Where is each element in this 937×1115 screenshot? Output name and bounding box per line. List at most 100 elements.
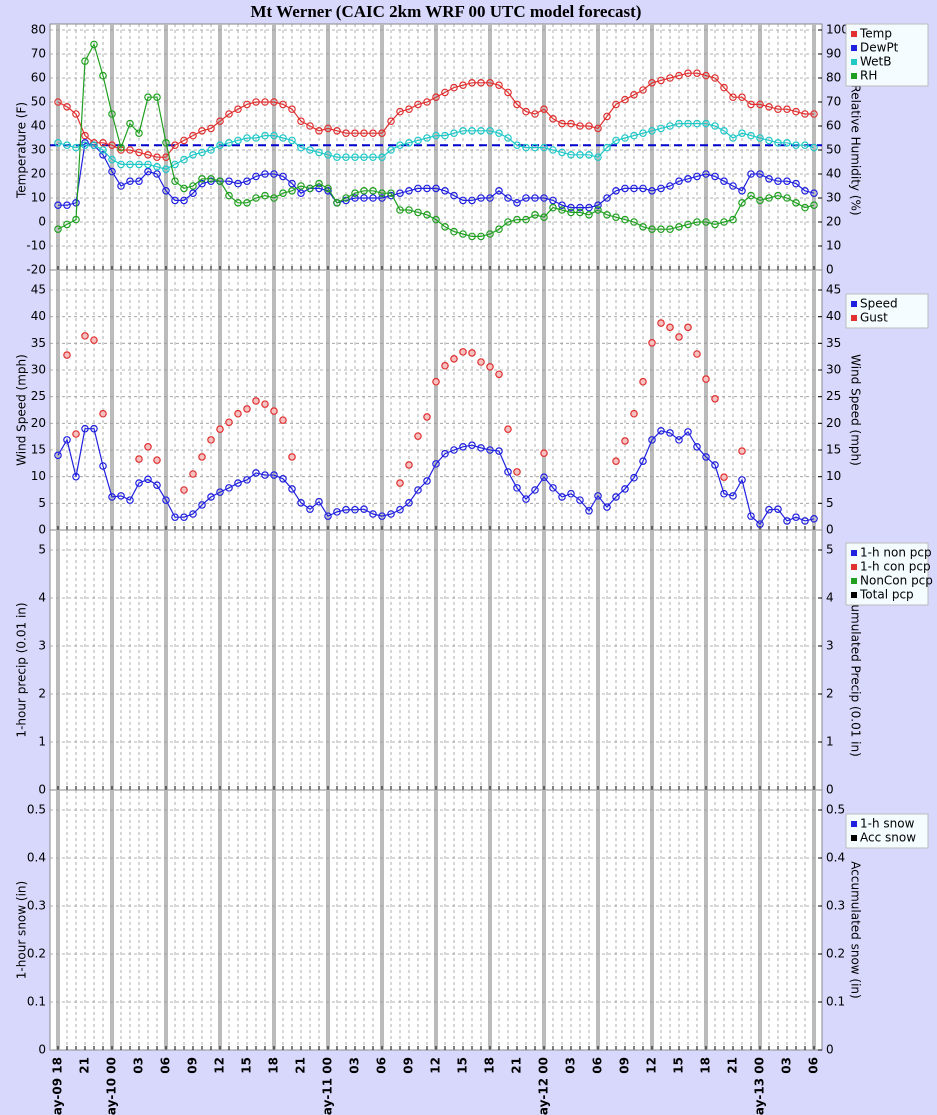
data-point [405, 105, 413, 114]
data-point [297, 143, 305, 152]
x-tick-label: 15 [240, 1057, 254, 1074]
legend-label: WetB [860, 55, 891, 69]
y-tick-label: 0 [38, 1043, 46, 1057]
data-point [144, 442, 152, 451]
data-point [603, 211, 611, 219]
data-point [72, 215, 80, 224]
data-point [369, 187, 377, 195]
y-tick-label: 2 [38, 687, 46, 701]
legend-swatch [851, 45, 857, 51]
x-tick-label: 21 [726, 1057, 740, 1074]
data-point [198, 127, 206, 135]
data-point [387, 146, 395, 154]
data-point [774, 105, 782, 114]
data-point [279, 134, 287, 142]
y2-tick-label: 30 [826, 363, 841, 377]
data-point [801, 203, 809, 212]
data-point [450, 129, 458, 138]
data-point [180, 513, 188, 522]
data-point [630, 218, 638, 226]
data-point [765, 175, 773, 183]
data-point [720, 218, 728, 226]
data-point [324, 124, 332, 133]
data-point [639, 377, 647, 386]
data-point [486, 446, 494, 454]
y-tick-label: 0.1 [27, 995, 46, 1009]
data-point [567, 119, 575, 128]
data-point [54, 201, 62, 210]
data-point [594, 153, 602, 162]
data-point [810, 201, 818, 210]
data-point [405, 187, 413, 195]
data-point [738, 199, 746, 207]
data-point [531, 143, 539, 152]
y2-tick-label: 60 [826, 119, 841, 133]
x-tick-label: 18 [699, 1057, 713, 1074]
data-point [144, 151, 152, 159]
y-tick-label: 40 [31, 119, 46, 133]
data-point [459, 348, 467, 356]
data-point [765, 103, 773, 111]
y2-tick-label: 1 [826, 735, 834, 749]
legend-label: 1-h con pcp [860, 560, 931, 574]
data-point [171, 141, 179, 150]
y-tick-label: 5 [38, 496, 46, 510]
x-tick-label: 09 [186, 1057, 200, 1074]
y-tick-label: 50 [31, 95, 46, 109]
y2-tick-label: 0.5 [826, 803, 845, 817]
x-tick-label: 06 [159, 1057, 173, 1074]
data-point [387, 191, 395, 200]
data-point [621, 134, 629, 142]
data-point [522, 194, 530, 202]
data-point [387, 117, 395, 126]
data-point [99, 71, 107, 80]
data-point [702, 218, 710, 226]
data-point [567, 151, 575, 159]
data-point [432, 93, 440, 102]
data-point [234, 479, 242, 487]
data-point [378, 194, 386, 202]
data-point [486, 79, 494, 87]
data-point [720, 127, 728, 135]
x-tick-label: 03 [564, 1057, 578, 1074]
y2-tick-label: 3 [826, 639, 834, 653]
data-point [783, 177, 791, 186]
data-point [117, 182, 125, 190]
data-point [567, 208, 575, 217]
data-point [684, 428, 692, 436]
data-point [63, 103, 71, 111]
data-point [207, 146, 215, 154]
data-point [729, 182, 737, 190]
data-point [360, 187, 368, 195]
data-point [765, 194, 773, 202]
y2-tick-label: 15 [826, 443, 841, 457]
data-point [279, 172, 287, 181]
y2-tick-label: 80 [826, 71, 841, 85]
data-point [495, 225, 503, 234]
data-point [252, 194, 260, 202]
legend-label: Temp [859, 27, 892, 41]
data-point [738, 93, 746, 102]
data-point [423, 98, 431, 106]
data-point [108, 167, 116, 176]
data-point [792, 513, 800, 522]
data-point [513, 100, 521, 109]
y-tick-label: 0 [38, 783, 46, 797]
y2-tick-label: 4 [826, 591, 834, 605]
data-point [324, 184, 332, 193]
x-tick-label: 12 [213, 1057, 227, 1074]
data-point [135, 177, 143, 186]
x-tick-label: May-11 00 [321, 1057, 335, 1115]
data-point [297, 189, 305, 198]
data-point [567, 203, 575, 212]
data-point [711, 74, 719, 82]
data-point [504, 218, 512, 226]
legend-swatch [851, 564, 857, 570]
data-point [540, 473, 548, 482]
data-point [702, 375, 710, 383]
data-point [360, 129, 368, 138]
data-point [702, 170, 710, 178]
data-point [81, 139, 89, 147]
data-point [495, 187, 503, 195]
data-point [531, 486, 539, 494]
